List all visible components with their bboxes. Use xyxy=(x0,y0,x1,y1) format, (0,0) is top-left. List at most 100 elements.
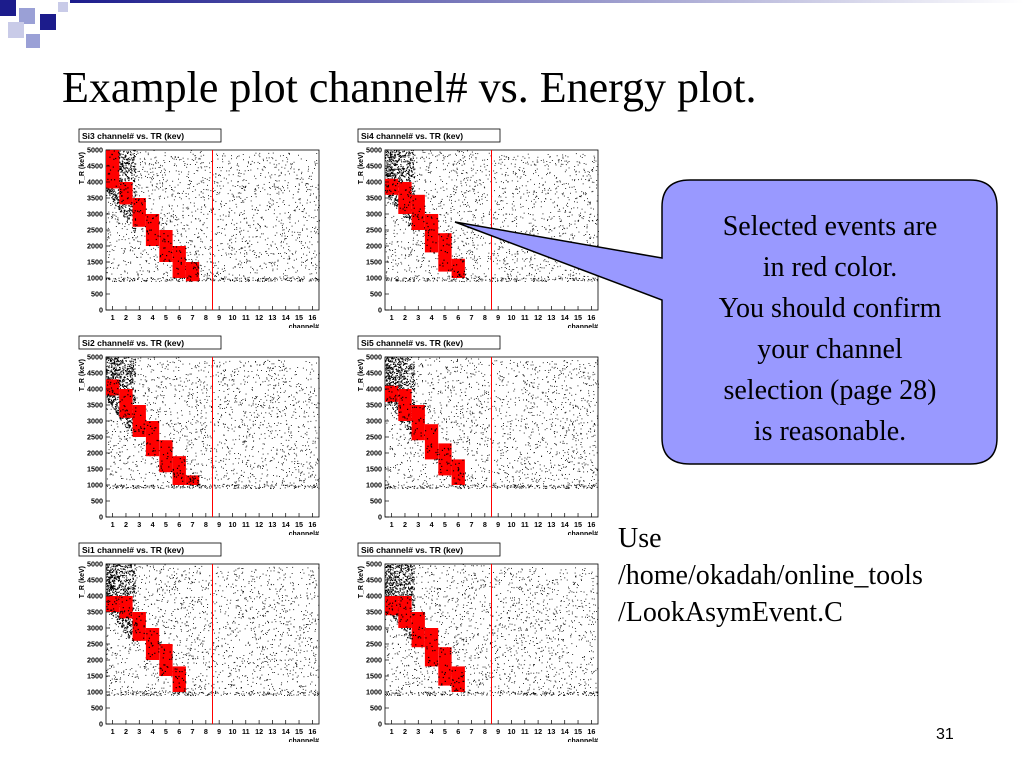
usage-line: Use xyxy=(618,523,662,554)
usage-script-file: /LookAsymEvent.C xyxy=(618,597,843,628)
x-tick-label: 5 xyxy=(164,727,168,736)
x-tick-label: 11 xyxy=(242,520,250,529)
x-axis-label: channel# xyxy=(289,531,319,535)
x-tick-label: 13 xyxy=(268,313,276,322)
y-tick-label: 4000 xyxy=(87,385,103,394)
x-tick-label: 12 xyxy=(255,520,263,529)
chart-panel-si3: Si3 channel# vs. TR (kev) 0 500 1000 1500 200… xyxy=(76,128,326,328)
y-tick-label: 1000 xyxy=(366,688,382,697)
x-tick-label: 8 xyxy=(204,313,208,322)
selected-band-ch6 xyxy=(172,246,187,279)
callout-line: your channel xyxy=(757,334,903,365)
chart-title: Si5 channel# vs. TR (kev) xyxy=(357,335,501,350)
y-tick-label: 0 xyxy=(378,513,382,522)
corner-square xyxy=(0,0,16,16)
y-tick-label: 2000 xyxy=(87,656,103,665)
y-tick-label: 2500 xyxy=(366,640,382,649)
slide-title: Example plot channel# vs. Energy plot. xyxy=(62,63,757,112)
x-axis-label: channel# xyxy=(289,324,319,328)
y-tick-label: 4000 xyxy=(87,592,103,601)
selected-band-ch2 xyxy=(119,389,134,419)
chart-title: Si3 channel# vs. TR (kev) xyxy=(78,128,222,143)
y-tick-label: 5000 xyxy=(87,560,103,569)
y-tick-label: 1000 xyxy=(366,274,382,283)
x-tick-label: 16 xyxy=(308,520,316,529)
y-tick-label: 0 xyxy=(99,720,103,729)
x-tick-label: 13 xyxy=(268,520,276,529)
y-axis-label: T_R (keV) xyxy=(79,152,86,184)
x-tick-label: 13 xyxy=(547,727,555,736)
y-tick-label: 3000 xyxy=(87,624,103,633)
x-tick-label: 12 xyxy=(255,727,263,736)
si1-scatter-chart: Si1 channel# vs. TR (kev) 0 500 1000 1500 200… xyxy=(78,542,320,742)
y-tick-label: 500 xyxy=(370,704,382,713)
selected-band-ch6 xyxy=(451,258,466,279)
x-tick-label: 10 xyxy=(228,313,236,322)
page-number: 31 xyxy=(936,726,954,743)
selected-band-ch3 xyxy=(411,405,426,441)
selected-band-ch5 xyxy=(159,644,173,677)
y-tick-label: 1500 xyxy=(366,672,382,681)
x-tick-label: 4 xyxy=(430,520,434,529)
y-tick-label: 500 xyxy=(91,290,103,299)
chart-panel-si6: Si6 channel# vs. TR (kev) 0 500 1000 1500 200… xyxy=(355,542,605,742)
chart-panel-si2: Si2 channel# vs. TR (kev) 0 500 1000 1500 200… xyxy=(76,335,326,535)
y-tick-label: 4000 xyxy=(366,385,382,394)
x-tick-label: 5 xyxy=(443,313,447,322)
y-tick-label: 2500 xyxy=(87,640,103,649)
y-tick-label: 2500 xyxy=(366,226,382,235)
x-tick-label: 10 xyxy=(507,313,515,322)
x-tick-label: 16 xyxy=(587,520,595,529)
y-tick-label: 500 xyxy=(91,704,103,713)
callout-shape xyxy=(454,179,998,465)
callout-text: Selected events are in red color. You sh… xyxy=(672,206,988,452)
y-tick-label: 2500 xyxy=(366,433,382,442)
usage-note: Use /home/okadah/online_tools /LookAsymE… xyxy=(618,520,923,631)
chart-title: Si2 channel# vs. TR (kev) xyxy=(78,335,222,350)
x-tick-label: 14 xyxy=(282,520,290,529)
callout-line: Selected events are xyxy=(722,211,938,242)
x-tick-label: 15 xyxy=(574,727,582,736)
selected-band-ch7 xyxy=(185,475,201,486)
selected-band-ch5 xyxy=(159,230,174,263)
x-tick-label: 15 xyxy=(295,727,303,736)
x-tick-label: 9 xyxy=(496,727,500,736)
y-tick-label: 500 xyxy=(370,290,382,299)
x-tick-label: 6 xyxy=(177,727,181,736)
y-tick-label: 2000 xyxy=(87,449,103,458)
svg-text:Si3 channel# vs. TR (kev): Si3 channel# vs. TR (kev) xyxy=(82,131,184,141)
x-tick-label: 8 xyxy=(204,727,208,736)
y-tick-label: 1500 xyxy=(366,258,382,267)
selected-band-ch2 xyxy=(398,596,412,628)
y-tick-label: 4500 xyxy=(87,162,103,171)
x-tick-label: 7 xyxy=(470,313,474,322)
x-tick-label: 1 xyxy=(390,313,394,322)
x-tick-label: 7 xyxy=(191,313,195,322)
x-tick-label: 12 xyxy=(534,313,542,322)
y-tick-label: 4500 xyxy=(87,576,103,585)
x-tick-label: 7 xyxy=(191,727,195,736)
svg-text:Si4 channel# vs. TR (kev): Si4 channel# vs. TR (kev) xyxy=(361,131,463,141)
x-tick-label: 6 xyxy=(456,727,460,736)
chart-panel-si1: Si1 channel# vs. TR (kev) 0 500 1000 1500 200… xyxy=(76,542,326,742)
x-tick-label: 7 xyxy=(470,520,474,529)
x-tick-label: 11 xyxy=(242,727,250,736)
corner-square xyxy=(26,34,40,48)
y-tick-label: 3000 xyxy=(87,210,103,219)
x-tick-label: 16 xyxy=(587,313,595,322)
selected-band-ch4 xyxy=(424,424,439,461)
y-tick-label: 3000 xyxy=(366,210,382,219)
x-tick-label: 5 xyxy=(164,520,168,529)
x-tick-label: 6 xyxy=(456,520,460,529)
x-tick-label: 10 xyxy=(228,520,236,529)
x-tick-label: 2 xyxy=(403,727,407,736)
x-tick-label: 6 xyxy=(177,520,181,529)
x-tick-label: 15 xyxy=(574,313,582,322)
y-tick-label: 1500 xyxy=(87,465,103,474)
x-tick-label: 1 xyxy=(111,727,115,736)
selected-band-ch4 xyxy=(145,628,161,661)
y-tick-label: 0 xyxy=(99,306,103,315)
x-tick-label: 14 xyxy=(282,313,290,322)
x-tick-label: 8 xyxy=(483,727,487,736)
